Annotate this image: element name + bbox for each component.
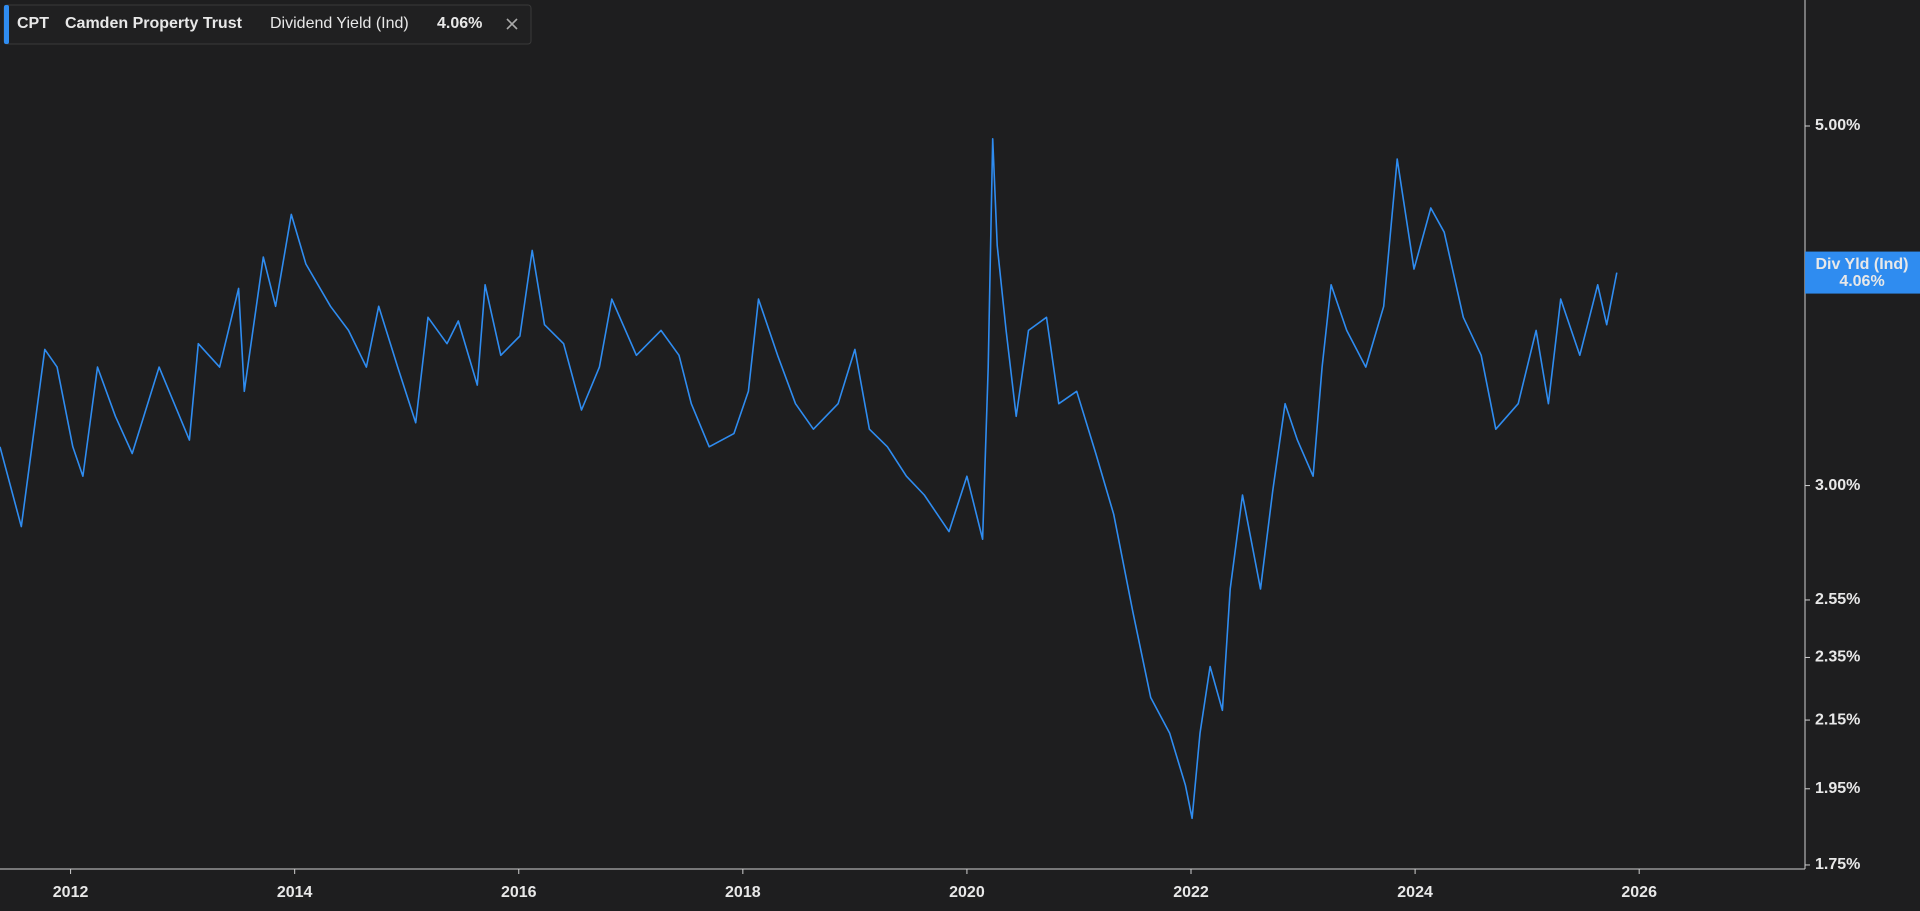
y-tick-label: 5.00% xyxy=(1815,117,1860,134)
metric-value: 4.06% xyxy=(437,15,482,32)
close-button[interactable] xyxy=(506,18,518,30)
y-tick-label: 1.75% xyxy=(1815,856,1860,873)
x-tick-label: 2016 xyxy=(501,884,537,901)
y-tick-label: 2.15% xyxy=(1815,711,1860,728)
y-tick-label: 2.55% xyxy=(1815,591,1860,608)
y-tick-label: 3.00% xyxy=(1815,477,1860,494)
x-tick-label: 2012 xyxy=(53,884,89,901)
legend-swatch xyxy=(4,5,9,44)
x-tick-label: 2026 xyxy=(1621,884,1657,901)
x-tick-label: 2020 xyxy=(949,884,985,901)
price-tag-value: 4.06% xyxy=(1839,273,1884,290)
x-tick-label: 2014 xyxy=(277,884,313,901)
data-line xyxy=(0,138,1618,820)
x-tick-label: 2022 xyxy=(1173,884,1209,901)
price-tag xyxy=(1805,251,1920,294)
ticker: CPT xyxy=(17,15,49,32)
y-tick-label: 2.35% xyxy=(1815,649,1860,666)
legend-box: CPT Camden Property Trust Dividend Yield… xyxy=(3,4,532,45)
x-tick-label: 2018 xyxy=(725,884,761,901)
metric: Dividend Yield (Ind) xyxy=(270,15,409,32)
close-icon[interactable] xyxy=(506,18,518,30)
x-tick-label: 2024 xyxy=(1397,884,1433,901)
company: Camden Property Trust xyxy=(65,15,243,32)
price-tag-label: Div Yld (Ind) xyxy=(1815,256,1908,273)
y-tick-label: 1.95% xyxy=(1815,780,1860,797)
